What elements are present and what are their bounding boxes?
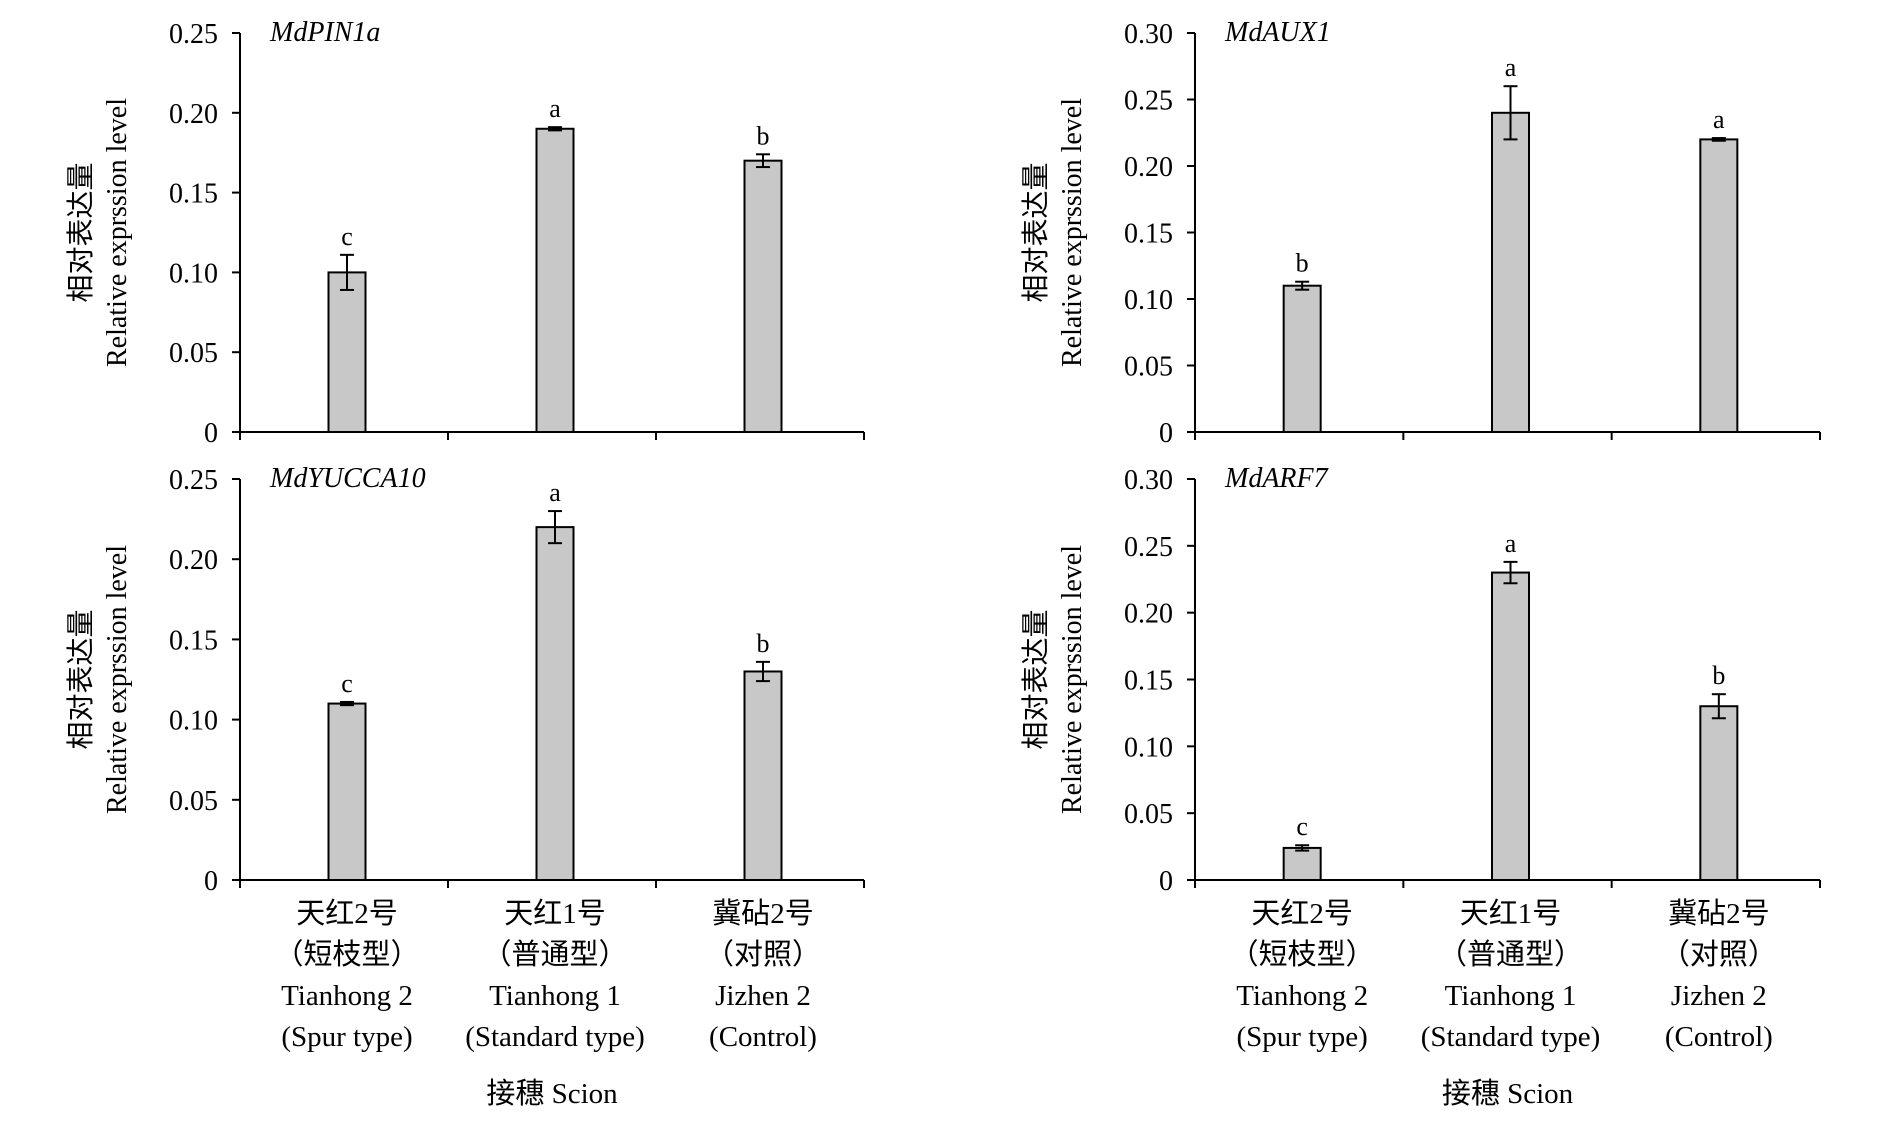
category-label-line: Tianhong 2 — [281, 980, 413, 1012]
y-tick-label: 0.15 — [169, 179, 218, 210]
chart-title: MdARF7 — [1224, 463, 1329, 494]
bar — [743, 159, 783, 433]
y-tick-label: 0 — [1159, 866, 1173, 897]
bar — [1282, 846, 1322, 881]
y-tick-label: 0.15 — [1124, 219, 1173, 250]
bar — [327, 271, 367, 433]
y-tick-label: 0.05 — [1124, 352, 1173, 383]
y-tick-label: 0.10 — [1124, 285, 1173, 316]
category-label-line: （对照） — [1661, 938, 1777, 971]
category-label-line: （短枝型） — [1230, 938, 1375, 971]
category-label-line: Tianhong 2 — [1236, 980, 1368, 1012]
y-tick-label: 0.20 — [1124, 599, 1173, 630]
bar — [1491, 111, 1530, 434]
category-label-line: (Spur type) — [1237, 1021, 1368, 1053]
category-label-line: 天红2号 — [1251, 897, 1353, 930]
category-label-line: (Spur type) — [281, 1021, 412, 1053]
y-tick-label: 0.30 — [1124, 19, 1173, 50]
bar — [1282, 284, 1322, 434]
category-label-line: Tianhong 1 — [489, 980, 621, 1012]
y-axis-label-zh: 相对表达量 — [1020, 162, 1052, 302]
category-label-line: (Standard type) — [465, 1021, 645, 1053]
x-axis-label: 接穗 Scion — [1442, 1077, 1574, 1110]
chart-title: MdAUX1 — [1224, 17, 1331, 48]
significance-label: a — [549, 478, 561, 507]
significance-label: a — [549, 94, 561, 123]
category-label-line: 冀砧2号 — [712, 897, 814, 930]
y-axis-label-zh: 相对表达量 — [65, 162, 97, 302]
significance-label: c — [1296, 812, 1308, 841]
y-tick-label: 0 — [1159, 418, 1173, 449]
y-tick-label: 0 — [204, 418, 218, 449]
bar — [327, 702, 367, 881]
category-label-line: （普通型） — [1438, 938, 1583, 971]
y-tick-label: 0.20 — [1124, 152, 1173, 183]
significance-label: b — [757, 121, 770, 150]
y-tick-label: 0.25 — [169, 465, 218, 496]
y-tick-label: 0.05 — [1124, 799, 1173, 830]
y-tick-label: 0.05 — [169, 786, 218, 817]
bar — [535, 526, 575, 881]
chart-panel-3: 0 0.05 0.10 0.15 0.20 0.25 MdYUCCA10 相对表达量 Relat… — [65, 463, 865, 1110]
category-label-line: Tianhong 1 — [1445, 980, 1577, 1012]
y-tick-label: 0.25 — [1124, 532, 1173, 563]
category-label-line: （普通型） — [482, 938, 627, 971]
x-axis-label: 接穗 Scion — [486, 1077, 618, 1110]
chart-panel-1: 0 0.05 0.10 0.15 0.20 0.25 MdPIN1a 相对表达量 Relativ… — [65, 17, 865, 449]
category-label-line: (Control) — [709, 1021, 817, 1053]
significance-label: c — [341, 669, 353, 698]
category-label-line: 天红1号 — [1460, 897, 1562, 930]
y-tick-label: 0.15 — [1124, 666, 1173, 697]
significance-label: b — [1296, 249, 1309, 278]
bar — [1491, 571, 1530, 881]
category-label-line: 冀砧2号 — [1668, 897, 1770, 930]
y-tick-label: 0.10 — [169, 706, 218, 737]
bar — [743, 670, 783, 881]
category-label-line: 天红2号 — [296, 897, 398, 930]
category-label-line: Jizhen 2 — [1671, 980, 1767, 1012]
category-label-line: (Standard type) — [1421, 1021, 1601, 1053]
chart-panel-2: 0 0.05 0.10 0.15 0.20 0.25 0.30 MdAUX1 相对表达量 Rela… — [1020, 17, 1821, 449]
significance-label: c — [341, 222, 353, 251]
y-tick-label: 0.10 — [1124, 732, 1173, 763]
significance-label: a — [1505, 53, 1517, 82]
y-tick-label: 0.05 — [169, 338, 218, 369]
y-tick-label: 0.25 — [1124, 86, 1173, 117]
y-tick-label: 0 — [204, 866, 218, 897]
y-axis-label-zh: 相对表达量 — [1020, 609, 1052, 749]
bar — [1699, 138, 1739, 433]
category-label-line: （对照） — [705, 938, 821, 971]
y-axis-label-en: Relative exprssion level — [102, 98, 133, 367]
y-axis-label-en: Relative exprssion level — [1057, 545, 1088, 814]
bar — [535, 127, 575, 433]
category-label-line: 天红1号 — [504, 897, 606, 930]
significance-label: b — [1712, 661, 1725, 690]
bar — [1699, 705, 1739, 881]
y-tick-label: 0.20 — [169, 545, 218, 576]
significance-label: a — [1713, 105, 1725, 134]
y-tick-label: 0.30 — [1124, 465, 1173, 496]
chart-title: MdPIN1a — [269, 17, 380, 48]
y-axis-label-en: Relative exprssion level — [1057, 98, 1088, 367]
category-label-line: (Control) — [1665, 1021, 1773, 1053]
y-tick-label: 0.10 — [169, 258, 218, 289]
category-label-line: Jizhen 2 — [715, 980, 811, 1012]
chart-panel-4: 0 0.05 0.10 0.15 0.20 0.25 0.30 MdARF7 相对表达量 Rela… — [1020, 463, 1821, 1110]
y-axis-label-zh: 相对表达量 — [65, 609, 97, 749]
y-tick-label: 0.20 — [169, 99, 218, 130]
chart-title: MdYUCCA10 — [269, 463, 426, 494]
y-tick-label: 0.15 — [169, 625, 218, 656]
category-label-line: （短枝型） — [274, 938, 419, 971]
significance-label: a — [1505, 529, 1517, 558]
significance-label: b — [757, 629, 770, 658]
y-axis-label-en: Relative exprssion level — [102, 545, 133, 814]
y-tick-label: 0.25 — [169, 19, 218, 50]
